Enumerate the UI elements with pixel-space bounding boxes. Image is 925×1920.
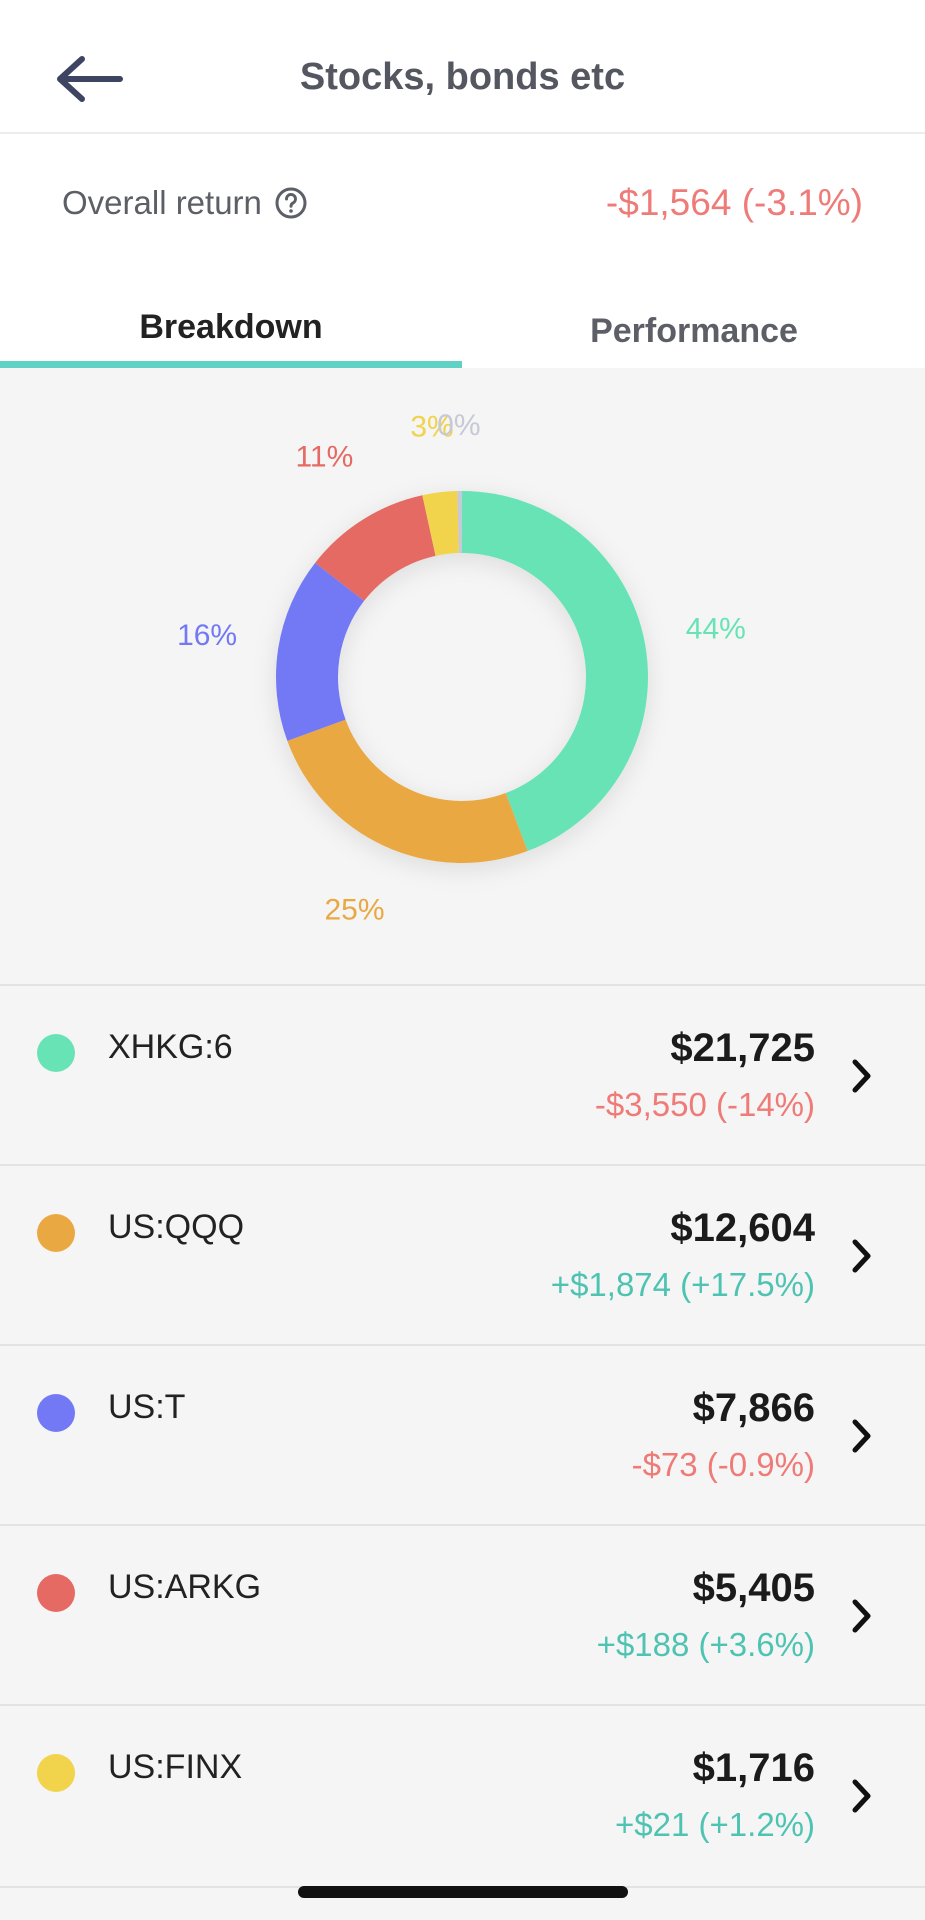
slice-label: 3% (410, 411, 453, 444)
overall-return-section: Overall return -$1,564 (-3.1%) (0, 134, 925, 288)
holding-ticker: US:ARKG (108, 1568, 262, 1606)
color-dot (37, 1574, 75, 1612)
overall-return-row: Overall return (62, 184, 308, 222)
donut-slice (287, 719, 528, 863)
donut-chart: 44% 25% 16% 11% 3%0% (177, 409, 746, 927)
breakdown-chart: 44% 25% 16% 11% 3% 0% (0, 368, 925, 984)
arrow-left-icon (57, 56, 123, 102)
chevron-right-icon (852, 1779, 871, 1813)
holding-ticker: US:FINX (108, 1748, 243, 1786)
home-indicator (298, 1886, 628, 1898)
color-dot (37, 1214, 75, 1252)
color-dot (37, 1394, 75, 1432)
holding-amount: $12,604 (670, 1206, 815, 1250)
holding-row-xhkg-6[interactable]: XHKG:6 $21,725 -$3,550 (-14%) (0, 984, 925, 1164)
overall-return-label: Overall return (62, 184, 262, 221)
holding-change: +$1,874 (+17.5%) (550, 1266, 815, 1303)
donut-slice (457, 491, 462, 554)
holding-ticker: US:T (108, 1388, 186, 1426)
donut-slice (275, 562, 365, 741)
page-title: Stocks, bonds etc (299, 56, 626, 98)
overall-return-value: -$1,564 (-3.1%) (605, 182, 863, 223)
tab-bar: Breakdown Performance (0, 288, 925, 368)
holding-amount: $21,725 (670, 1026, 815, 1070)
holding-ticker: US:QQQ (108, 1208, 245, 1246)
tab-performance[interactable]: Performance (590, 312, 798, 350)
app-header: Stocks, bonds etc (0, 0, 925, 134)
color-dot (37, 1034, 75, 1072)
holding-row-us-t[interactable]: US:T $7,866 -$73 (-0.9%) (0, 1344, 925, 1524)
tab-breakdown[interactable]: Breakdown (0, 288, 462, 368)
holding-amount: $7,866 (692, 1386, 815, 1430)
holding-amount: $5,405 (692, 1566, 815, 1610)
holding-row-us-qqq[interactable]: US:QQQ $12,604 +$1,874 (+17.5%) (0, 1164, 925, 1344)
donut-slice (462, 491, 648, 852)
color-dot (37, 1754, 75, 1792)
holding-amount: $1,716 (692, 1746, 815, 1790)
question-circle-icon[interactable] (274, 186, 308, 220)
holding-change: +$21 (+1.2%) (615, 1806, 815, 1843)
holding-change: -$73 (-0.9%) (631, 1446, 815, 1483)
holding-row-us-finx[interactable]: US:FINX $1,716 +$21 (+1.2%) (0, 1704, 925, 1884)
holding-ticker: XHKG:6 (108, 1028, 233, 1066)
holding-change: -$3,550 (-14%) (594, 1086, 815, 1123)
holding-change: +$188 (+3.6%) (596, 1626, 815, 1663)
slice-label: 16% (177, 619, 237, 652)
slice-label: 0% (437, 409, 480, 442)
slice-label: 11% (295, 441, 353, 474)
chevron-right-icon (852, 1239, 871, 1273)
back-button[interactable] (52, 50, 130, 108)
donut-slice (422, 491, 459, 556)
donut-slice (315, 495, 436, 601)
slice-label: 44% (686, 613, 746, 646)
chevron-right-icon (852, 1599, 871, 1633)
chevron-right-icon (852, 1419, 871, 1453)
slice-label: 25% (324, 893, 384, 926)
holding-row-us-arkg[interactable]: US:ARKG $5,405 +$188 (+3.6%) (0, 1524, 925, 1704)
chevron-right-icon (852, 1059, 871, 1093)
